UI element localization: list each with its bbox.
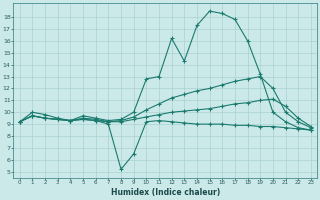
X-axis label: Humidex (Indice chaleur): Humidex (Indice chaleur): [111, 188, 220, 197]
